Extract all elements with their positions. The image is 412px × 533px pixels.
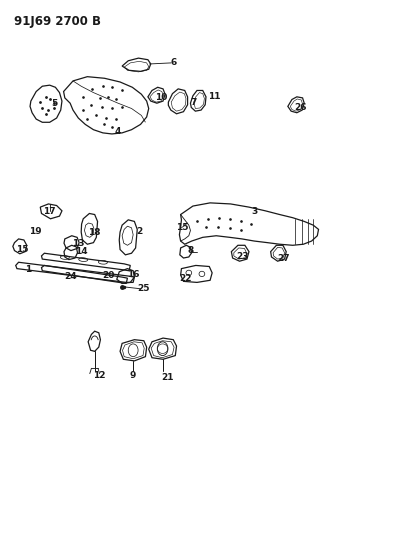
Text: 16: 16 (127, 270, 139, 279)
Text: 27: 27 (277, 254, 290, 263)
Text: 8: 8 (187, 246, 194, 255)
Text: 25: 25 (138, 284, 150, 293)
Text: 2: 2 (137, 227, 143, 236)
Text: 22: 22 (179, 273, 192, 282)
Text: 23: 23 (236, 253, 249, 262)
Text: 7: 7 (190, 98, 197, 107)
Text: 24: 24 (65, 271, 77, 280)
Text: 17: 17 (43, 207, 56, 216)
Text: 14: 14 (75, 247, 87, 256)
Text: 6: 6 (170, 58, 176, 67)
Text: 5: 5 (52, 99, 58, 108)
Text: 15: 15 (176, 223, 189, 232)
Text: 26: 26 (294, 103, 307, 112)
Text: 19: 19 (28, 227, 41, 236)
Text: 21: 21 (161, 373, 173, 382)
Text: 9: 9 (130, 370, 136, 379)
Text: 12: 12 (94, 370, 106, 379)
Text: 15: 15 (16, 245, 29, 254)
Text: 20: 20 (103, 271, 115, 280)
Text: 1: 1 (25, 265, 31, 273)
Text: 13: 13 (72, 239, 84, 248)
Text: 3: 3 (251, 207, 258, 216)
Text: 4: 4 (115, 127, 121, 136)
Text: 91J69 2700 B: 91J69 2700 B (14, 14, 101, 28)
Text: 10: 10 (155, 93, 167, 102)
Text: 18: 18 (89, 228, 101, 237)
Text: 11: 11 (208, 92, 220, 101)
